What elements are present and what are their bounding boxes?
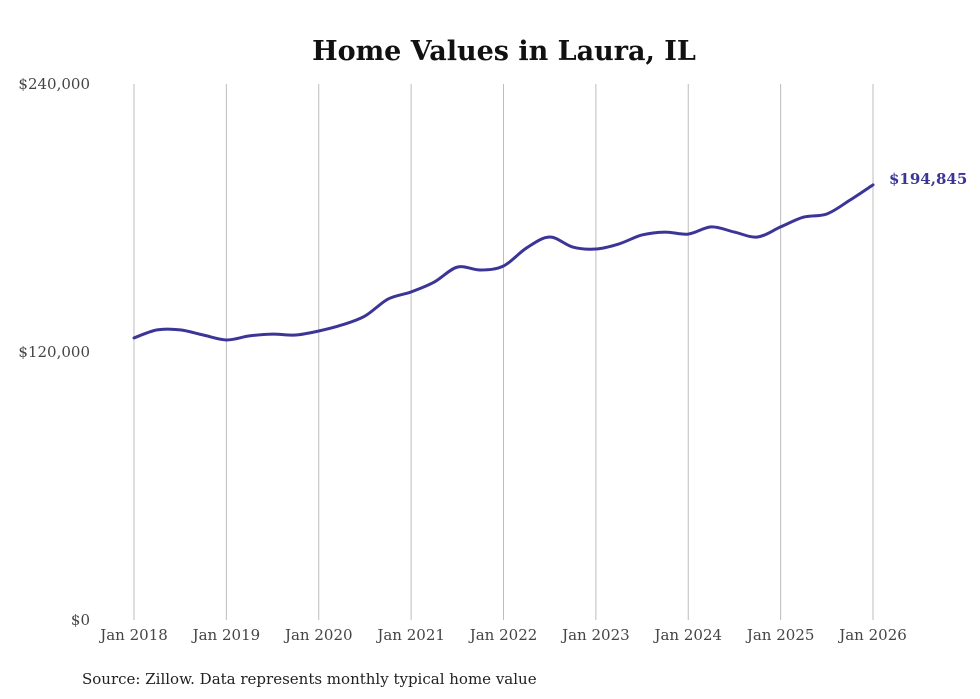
x-tick-label: Jan 2025 — [745, 626, 815, 644]
x-tick-label: Jan 2020 — [283, 626, 353, 644]
x-tick-label: Jan 2019 — [191, 626, 261, 644]
y-tick-label: $240,000 — [18, 75, 90, 93]
x-tick-label: Jan 2024 — [652, 626, 722, 644]
end-value-label: $194,845 — [889, 170, 967, 188]
x-tick-label: Jan 2023 — [560, 626, 630, 644]
x-tick-label: Jan 2021 — [375, 626, 445, 644]
source-note: Source: Zillow. Data represents monthly … — [82, 670, 537, 688]
x-tick-label: Jan 2022 — [468, 626, 538, 644]
y-tick-label: $120,000 — [18, 343, 90, 361]
x-tick-label: Jan 2018 — [98, 626, 168, 644]
series-line — [132, 183, 875, 342]
y-tick-label: $0 — [71, 611, 90, 629]
x-tick-label: Jan 2026 — [837, 626, 907, 644]
chart-title: Home Values in Laura, IL — [312, 36, 696, 67]
